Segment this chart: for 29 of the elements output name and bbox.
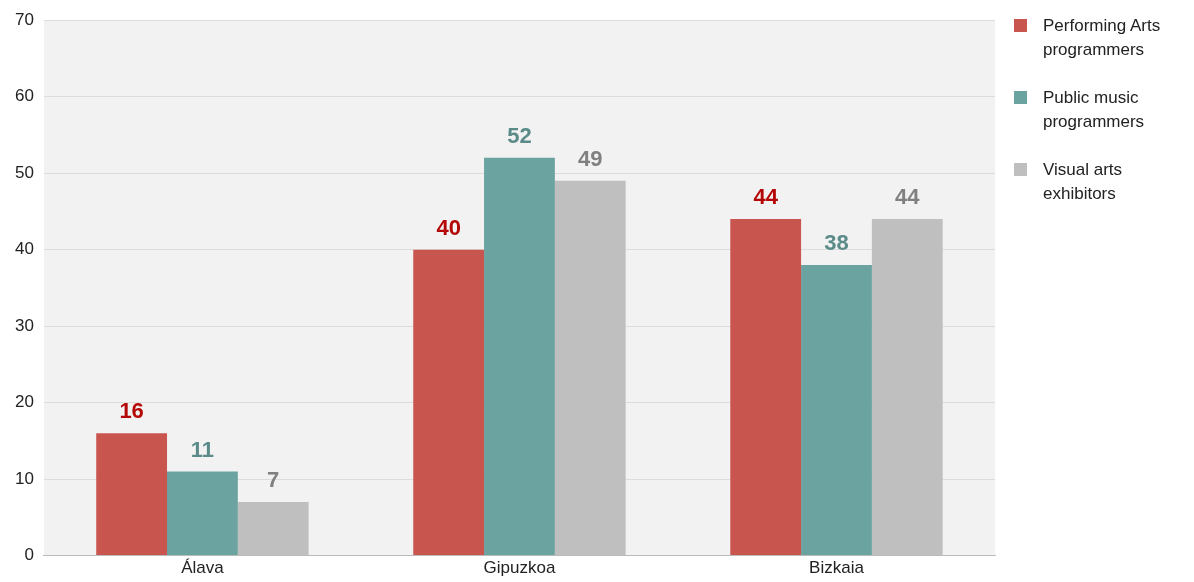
x-tick-label: Gipuzkoa	[483, 558, 556, 578]
y-tick-label: 40	[14, 239, 34, 259]
data-label: 16	[119, 398, 144, 424]
data-label: 40	[436, 214, 461, 240]
legend-label: Performing Arts programmers	[1043, 15, 1162, 61]
bar	[413, 249, 485, 556]
bar	[801, 264, 872, 556]
x-tick-label: Bizkaia	[809, 558, 865, 578]
data-label: 38	[824, 230, 849, 256]
bar	[484, 157, 555, 556]
y-tick-label: 50	[14, 162, 34, 182]
data-label: 11	[190, 436, 215, 462]
bar	[96, 433, 168, 556]
y-tick-label: 30	[14, 315, 34, 335]
y-tick-label: 60	[14, 86, 34, 106]
data-label: 44	[753, 184, 779, 210]
bar	[167, 471, 238, 556]
data-label: 44	[895, 184, 921, 210]
data-label: 52	[507, 122, 532, 148]
legend-label: Visual arts exhibitors	[1043, 159, 1124, 205]
y-tick-label: 0	[24, 545, 34, 565]
data-label: 7	[267, 467, 280, 493]
y-tick-label: 70	[14, 9, 34, 29]
x-tick-label: Álava	[181, 558, 225, 578]
y-tick-label: 20	[14, 392, 34, 412]
legend-label: Public music programmers	[1043, 87, 1146, 133]
bar	[730, 219, 802, 556]
y-tick-label: 10	[14, 468, 34, 488]
data-label: 49	[578, 145, 603, 171]
